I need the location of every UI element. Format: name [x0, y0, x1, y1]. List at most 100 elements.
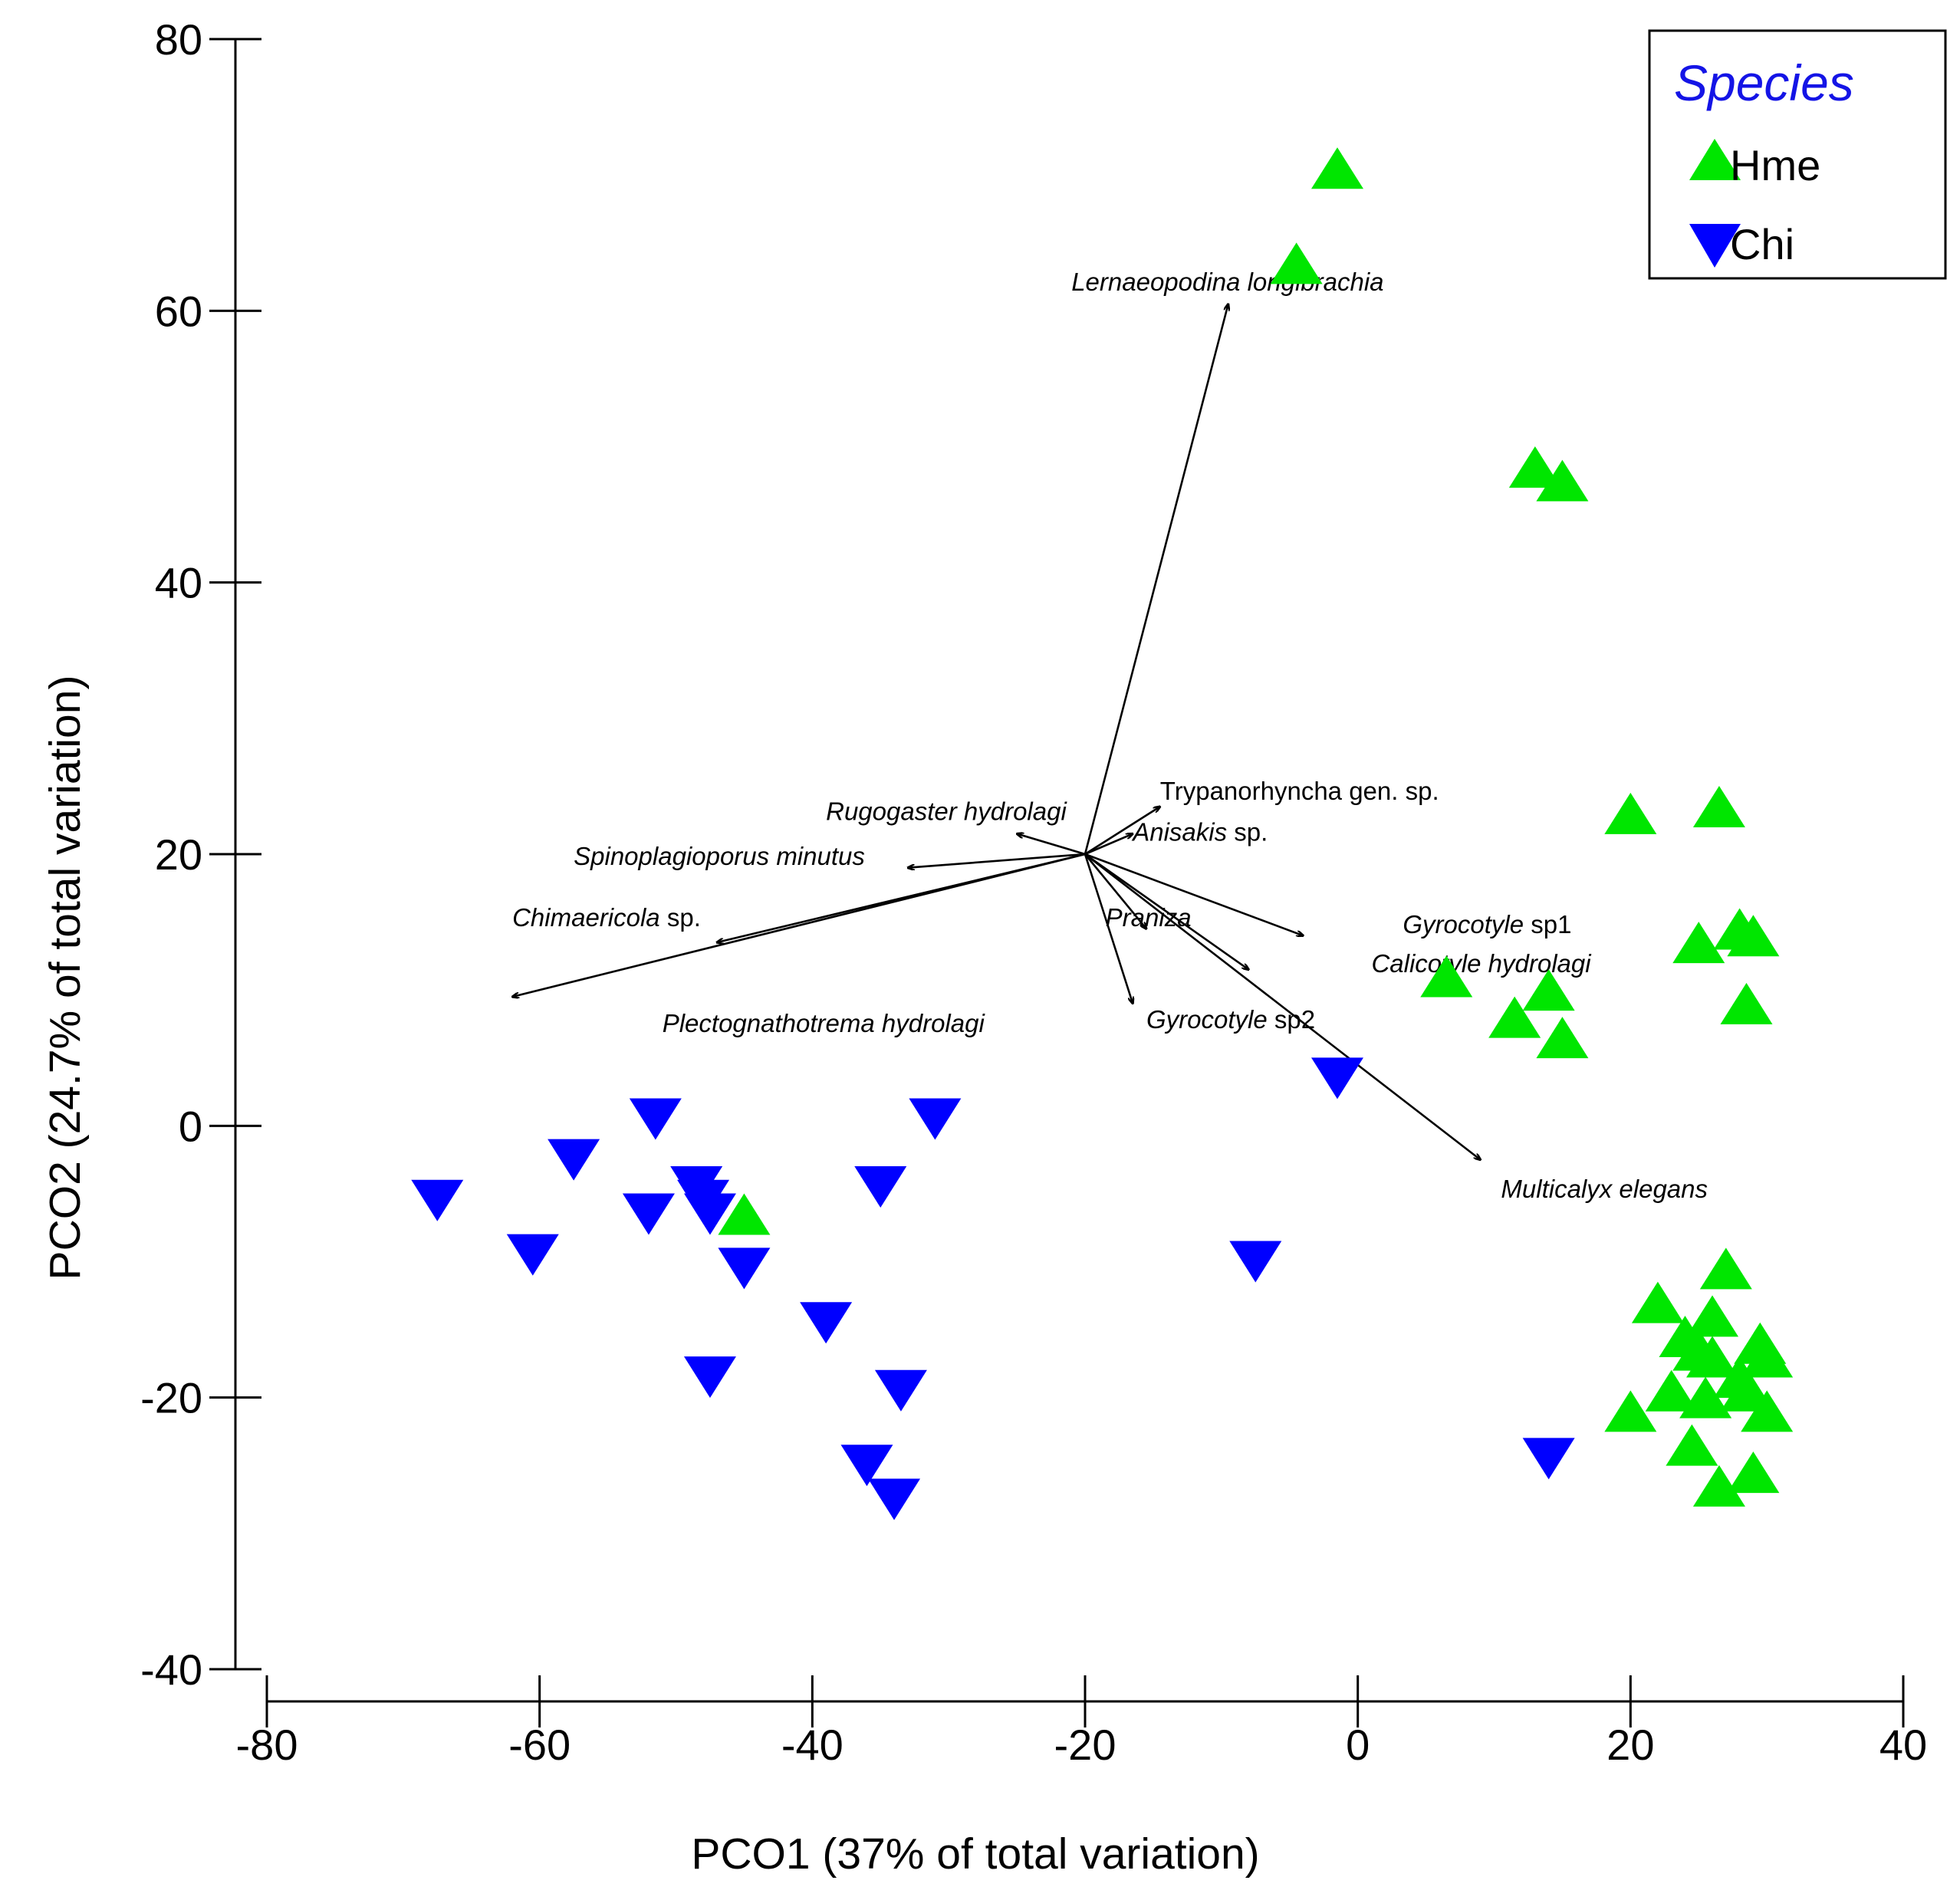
hme-point	[1508, 446, 1561, 488]
hme-point	[1727, 1451, 1780, 1494]
y-tick-label: 40	[155, 559, 202, 607]
hme-point	[1666, 1424, 1718, 1466]
x-tick-label: 20	[1606, 1721, 1654, 1769]
vector-label: Plectognathotrema hydrolagi	[663, 1009, 986, 1037]
vector-label-italic-part: Chimaericola	[512, 903, 660, 932]
hme-point	[1631, 1281, 1684, 1323]
chi-point	[1522, 1438, 1575, 1480]
hme-point	[1420, 955, 1473, 998]
vector-arrow	[908, 853, 1086, 868]
chi-point	[868, 1478, 921, 1520]
vector-arrow	[1084, 853, 1304, 935]
hme-point	[1727, 915, 1780, 957]
vector-arrow	[1084, 807, 1160, 856]
y-axis-title: PCO2 (24.7% of total variation)	[41, 676, 90, 1280]
vector-label-italic-part: Anisakis	[1131, 817, 1227, 846]
vector-label: Trypanorhyncha gen. sp.	[1160, 777, 1439, 805]
chi-point	[840, 1445, 893, 1487]
vector-arrow	[1084, 853, 1146, 929]
hme-point	[1645, 1369, 1698, 1412]
vector-arrow	[1084, 853, 1481, 1160]
hme-point	[718, 1193, 771, 1235]
vector-label: Lernaeopodina longibrachia	[1071, 268, 1383, 296]
chi-point	[718, 1247, 771, 1290]
x-tick-label: 40	[1879, 1721, 1927, 1769]
x-tick-label: -20	[1054, 1721, 1116, 1769]
legend-label-hme: Hme	[1730, 141, 1820, 189]
hme-point	[1686, 1336, 1739, 1378]
axes: -80 -60 -40 -20 0 20 40 -40 -20 0 20 40 60 80	[140, 15, 1927, 1769]
legend-marker-chi	[1689, 224, 1741, 268]
vector-label: Chimaericola sp.	[512, 903, 701, 932]
x-tick-label: -60	[508, 1721, 571, 1769]
vector-arrow	[1017, 833, 1086, 856]
hme-point	[1692, 785, 1745, 827]
vector-label: Multicalyx elegans	[1501, 1175, 1708, 1203]
data-points	[411, 147, 1794, 1520]
chi-point	[411, 1179, 464, 1221]
x-axis-title: PCO1 (37% of total variation)	[691, 1829, 1259, 1879]
hme-point	[1686, 1295, 1739, 1337]
chi-point	[548, 1139, 600, 1181]
x-tick-label: -80	[236, 1721, 298, 1769]
vector-arrow	[1084, 833, 1133, 856]
chi-point	[683, 1193, 736, 1235]
vector-label: Spinoplagioporus minutus	[574, 842, 865, 870]
hme-point	[1536, 459, 1589, 501]
vector-label-italic-part: Calicotyle hydrolagi	[1371, 949, 1592, 978]
chi-point	[874, 1369, 927, 1412]
hme-point	[1679, 1376, 1732, 1418]
vector-label: Calicotyle hydrolagi	[1371, 949, 1592, 978]
vector-label-roman-part: sp2	[1268, 1005, 1315, 1034]
vector-label: Rugogaster hydrolagi	[826, 797, 1067, 826]
vector-arrow	[1084, 853, 1133, 1004]
hme-point	[1699, 1247, 1752, 1290]
y-tick-label: 80	[155, 15, 202, 64]
y-tick-label: 60	[155, 287, 202, 335]
vector-arrow	[1084, 304, 1228, 855]
hme-point	[1672, 922, 1725, 964]
x-tick-label: 0	[1346, 1721, 1370, 1769]
hme-point	[1604, 1390, 1657, 1432]
vector-arrow	[1084, 853, 1248, 970]
vector-overlay: Lernaeopodina longibrachia Trypanorhyncha…	[512, 268, 1708, 1203]
legend-title: Species	[1674, 54, 1854, 111]
vector-label-roman-part: Trypanorhyncha gen. sp.	[1160, 777, 1439, 805]
y-tick-label: 0	[179, 1102, 202, 1150]
vector-label: Gyrocotyle sp1	[1403, 910, 1571, 938]
legend: Species Hme Chi	[1648, 29, 1947, 280]
chi-point	[909, 1098, 962, 1140]
hme-point	[1270, 242, 1323, 284]
vector-label-italic-part: Spinoplagioporus minutus	[574, 842, 865, 870]
chi-point	[629, 1098, 682, 1140]
vector-arrow	[512, 853, 1086, 997]
hme-point	[1536, 1017, 1589, 1059]
vector-label: Gyrocotyle sp2	[1146, 1005, 1315, 1034]
vector-label-italic-part: Praniza	[1106, 903, 1192, 932]
hme-point	[1741, 1336, 1794, 1378]
vector-label: Praniza	[1106, 903, 1192, 932]
x-tick-label: -40	[781, 1721, 844, 1769]
chi-point	[506, 1234, 559, 1276]
chi-point	[800, 1302, 853, 1344]
hme-point	[1720, 982, 1773, 1024]
y-tick-label: -20	[140, 1374, 202, 1422]
vector-label: Anisakis sp.	[1131, 817, 1268, 846]
y-tick-label: -40	[140, 1645, 202, 1694]
hme-point	[1522, 969, 1575, 1011]
vector-label-italic-part: Lernaeopodina longibrachia	[1071, 268, 1383, 296]
vector-label-italic-part: Plectognathotrema hydrolagi	[663, 1009, 986, 1037]
vector-label-italic-part: Multicalyx elegans	[1501, 1175, 1708, 1203]
chi-point	[683, 1356, 736, 1399]
vector-label-italic-part: Gyrocotyle	[1403, 910, 1524, 938]
vector-label-roman-part: sp1	[1524, 910, 1571, 938]
hme-point	[1604, 792, 1657, 834]
hme-point	[1488, 996, 1541, 1038]
vector-label-italic-part: Gyrocotyle	[1146, 1005, 1268, 1034]
vector-label-roman-part: sp.	[660, 903, 701, 932]
chi-point	[1311, 1057, 1363, 1100]
chi-point	[622, 1193, 675, 1235]
hme-point	[1741, 1390, 1794, 1432]
chi-point	[1229, 1241, 1282, 1283]
